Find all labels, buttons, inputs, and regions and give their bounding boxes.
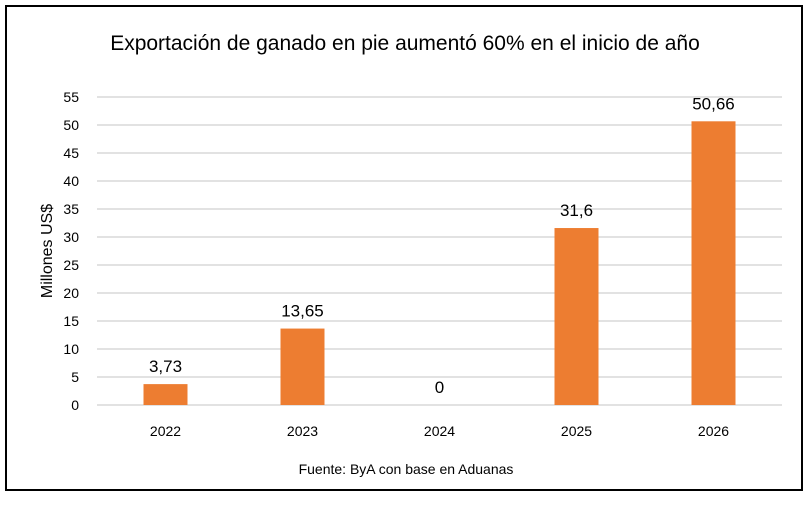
source-note: Fuente: ByA con base en Aduanas bbox=[299, 461, 514, 477]
y-tick-label: 40 bbox=[63, 173, 79, 189]
data-label: 3,73 bbox=[149, 357, 182, 376]
data-label: 50,66 bbox=[692, 94, 735, 113]
y-tick-label: 25 bbox=[63, 257, 79, 273]
x-tick-label: 2026 bbox=[698, 423, 729, 439]
bar-2026 bbox=[691, 121, 736, 405]
y-axis-label: Millones US$ bbox=[39, 204, 56, 298]
y-tick-label: 15 bbox=[63, 313, 79, 329]
y-tick-label: 55 bbox=[63, 89, 79, 105]
x-tick-label: 2022 bbox=[150, 423, 181, 439]
data-label: 31,6 bbox=[560, 201, 593, 220]
y-tick-label: 0 bbox=[71, 397, 79, 413]
chart-frame bbox=[5, 5, 803, 491]
bar-2025 bbox=[554, 228, 599, 405]
y-tick-label: 45 bbox=[63, 145, 79, 161]
x-tick-label: 2023 bbox=[287, 423, 318, 439]
data-label: 0 bbox=[435, 378, 444, 397]
bar-2022 bbox=[143, 384, 188, 405]
x-tick-label: 2025 bbox=[561, 423, 592, 439]
y-tick-label: 35 bbox=[63, 201, 79, 217]
chart-title: Exportación de ganado en pie aumentó 60%… bbox=[110, 32, 700, 55]
bar-2023 bbox=[280, 328, 325, 405]
y-tick-label: 30 bbox=[63, 229, 79, 245]
y-tick-label: 5 bbox=[71, 369, 79, 385]
x-tick-label: 2024 bbox=[424, 423, 455, 439]
y-tick-label: 10 bbox=[63, 341, 79, 357]
y-tick-label: 50 bbox=[63, 117, 79, 133]
data-label: 13,65 bbox=[281, 302, 324, 321]
y-tick-label: 20 bbox=[63, 285, 79, 301]
